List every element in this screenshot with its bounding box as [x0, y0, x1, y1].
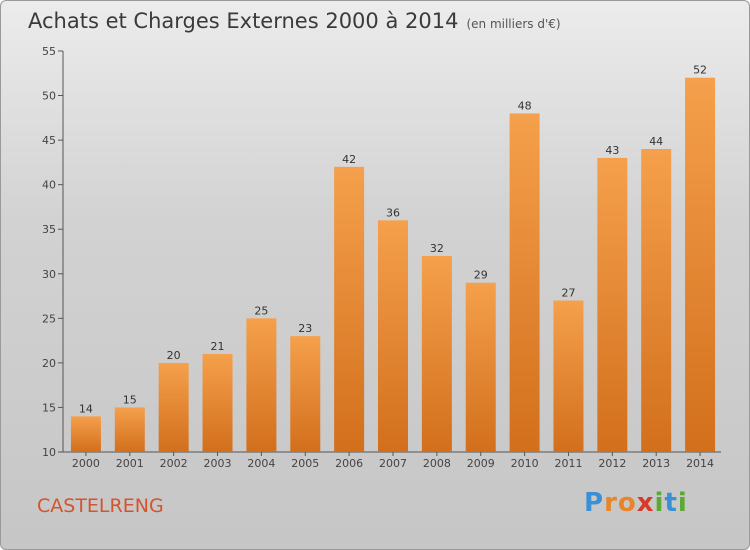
- y-tick-label: 50: [42, 90, 56, 103]
- bars: [70, 77, 716, 452]
- data-label-2001: 15: [123, 393, 137, 406]
- bar-2013: [641, 149, 672, 452]
- data-label-2013: 44: [649, 135, 663, 148]
- bar-2007: [378, 220, 408, 452]
- bar-2010: [509, 113, 540, 452]
- logo-letter: P: [584, 488, 605, 518]
- bar-2000: [70, 416, 101, 452]
- data-label-2009: 29: [474, 269, 488, 282]
- x-tick-label-2007: 2007: [379, 457, 407, 470]
- x-tick-label-2014: 2014: [686, 457, 714, 470]
- logo-letter: r: [604, 488, 618, 518]
- x-tick-label-2010: 2010: [511, 457, 539, 470]
- data-label-2008: 32: [430, 242, 444, 255]
- data-label-2012: 43: [605, 144, 619, 157]
- x-tick-label-2000: 2000: [72, 457, 100, 470]
- chart-subtitle: (en milliers d'€): [466, 17, 561, 31]
- bar-2003: [202, 353, 233, 452]
- chart-title: Achats et Charges Externes 2000 à 2014 (e…: [28, 9, 561, 33]
- x-tick-label-2005: 2005: [291, 457, 319, 470]
- x-axis: 2000 2001 2002 2003 2004 2005 2006 2007 2008 2009…: [63, 451, 721, 470]
- data-label-2005: 23: [298, 322, 312, 335]
- logo-letter: i: [654, 488, 665, 518]
- x-tick-label-2004: 2004: [247, 457, 275, 470]
- bar-2004: [246, 318, 277, 452]
- chart-title-text: Achats et Charges Externes 2000 à 2014: [28, 9, 459, 33]
- data-label-2014: 52: [693, 64, 707, 77]
- data-label-2004: 25: [254, 304, 268, 317]
- bar-2001: [114, 407, 145, 452]
- data-label-2003: 21: [211, 340, 225, 353]
- logo-letter: o: [617, 488, 637, 518]
- data-label-2002: 20: [167, 349, 181, 362]
- x-tick-label-2008: 2008: [423, 457, 451, 470]
- y-tick-label: 25: [42, 312, 56, 325]
- commune-name: CASTELRENG: [37, 495, 164, 517]
- x-tick-label-2003: 2003: [204, 457, 232, 470]
- bar-2002: [158, 362, 189, 452]
- y-axis: 10 15 20 25 30 35 40 45 50 55: [42, 45, 64, 459]
- y-tick-label: 55: [42, 45, 56, 58]
- y-tick-label: 10: [42, 446, 56, 459]
- x-tick-label-2013: 2013: [642, 457, 670, 470]
- y-tick-label: 40: [42, 179, 56, 192]
- proxiti-logo[interactable]: Proxiti: [584, 488, 688, 518]
- x-tick-label-2009: 2009: [467, 457, 495, 470]
- y-tick-label: 20: [42, 357, 56, 370]
- logo-letter: i: [677, 488, 688, 518]
- logo-letter: t: [664, 488, 678, 518]
- y-tick-label: 30: [42, 268, 56, 281]
- data-label-2006: 42: [342, 153, 356, 166]
- data-label-2007: 36: [386, 206, 400, 219]
- data-label-2011: 27: [561, 287, 575, 300]
- bar-2011: [553, 300, 584, 452]
- data-labels: 14 15 20 21 25 23 42 36 32 29 48 27 43 44 52: [79, 64, 707, 416]
- data-label-2010: 48: [518, 99, 532, 112]
- x-tick-label-2012: 2012: [598, 457, 626, 470]
- bar-2012: [597, 157, 628, 452]
- bar-2014: [685, 77, 716, 452]
- bar-2008: [421, 255, 452, 452]
- x-tick-label-2011: 2011: [554, 457, 582, 470]
- data-label-2000: 14: [79, 402, 93, 415]
- bar-2005: [290, 336, 321, 452]
- x-tick-label-2006: 2006: [335, 457, 363, 470]
- bar-2009: [465, 282, 496, 452]
- x-tick-label-2001: 2001: [116, 457, 144, 470]
- logo-letter: x: [636, 488, 655, 518]
- x-tick-label-2002: 2002: [160, 457, 188, 470]
- y-tick-label: 15: [42, 401, 56, 414]
- bar-2006: [334, 166, 365, 452]
- y-tick-label: 35: [42, 223, 56, 236]
- y-tick-label: 45: [42, 134, 56, 147]
